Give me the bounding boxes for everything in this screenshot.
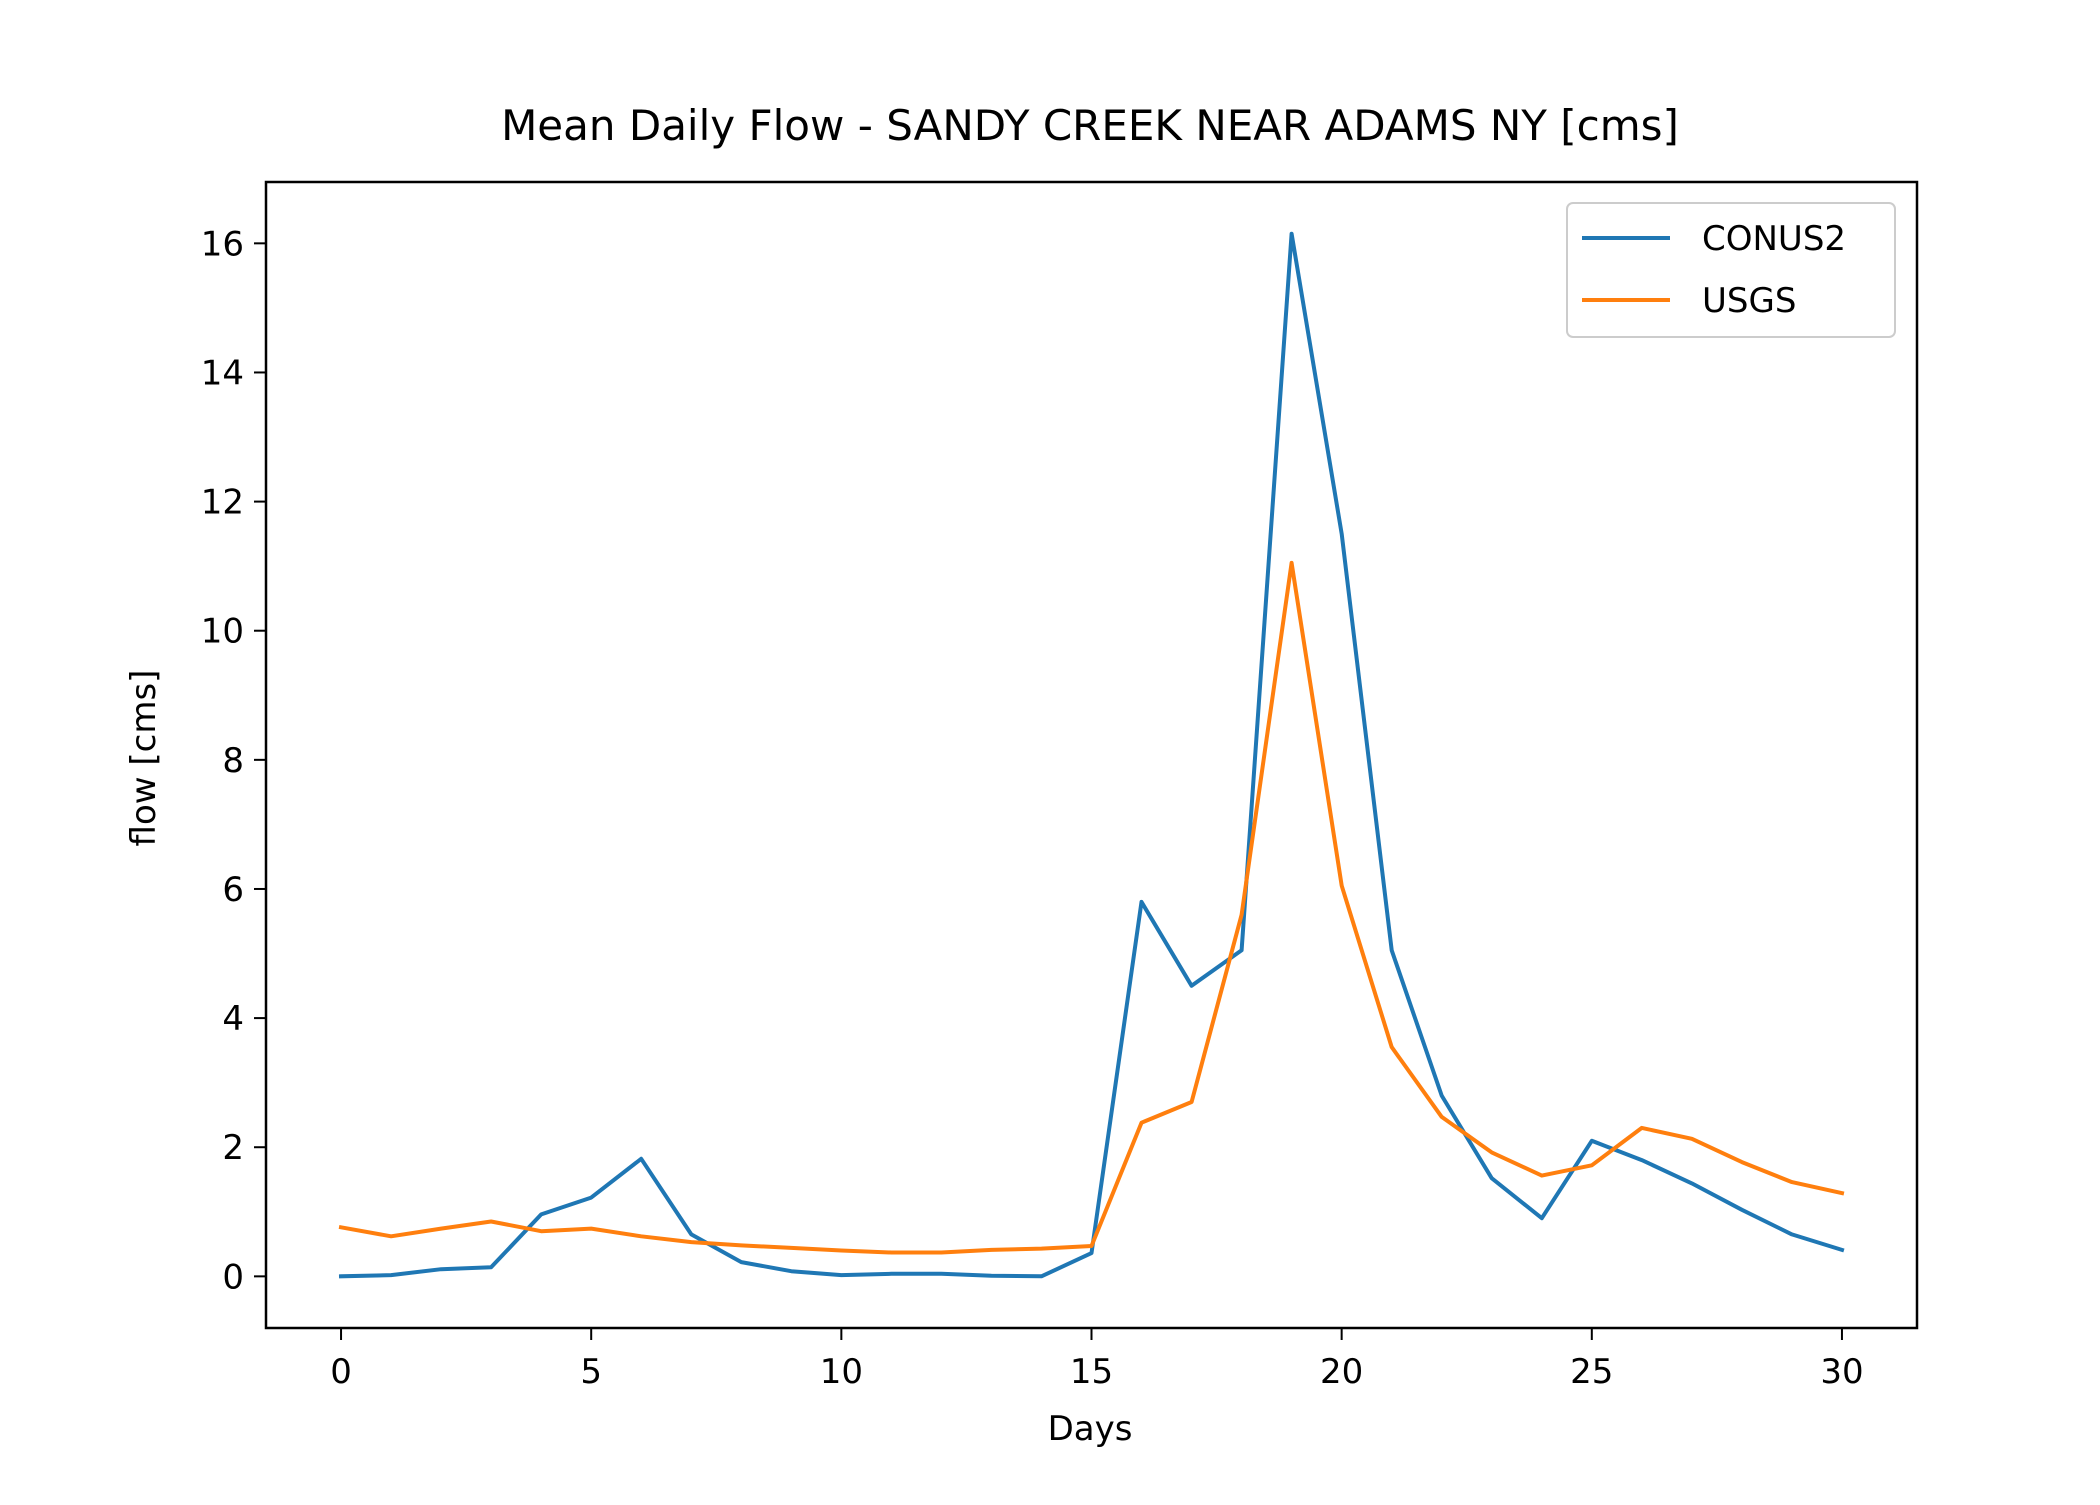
series-line-usgs (338, 560, 1845, 1255)
series-line-conus2 (338, 231, 1845, 1279)
y-tick-label: 6 (222, 870, 244, 910)
y-tick-label: 4 (222, 999, 244, 1039)
x-tick-label: 15 (1070, 1352, 1113, 1392)
x-tick-label: 20 (1320, 1352, 1363, 1392)
x-tick-label: 25 (1570, 1352, 1613, 1392)
x-tick-label: 10 (820, 1352, 863, 1392)
y-tick-label: 0 (222, 1257, 244, 1297)
y-tick-label: 16 (201, 224, 244, 264)
x-tick-label: 5 (580, 1352, 602, 1392)
y-tick-label: 8 (222, 741, 244, 781)
y-tick-label: 2 (222, 1128, 244, 1168)
y-tick-label: 14 (201, 353, 244, 393)
chart-title: Mean Daily Flow - SANDY CREEK NEAR ADAMS… (501, 101, 1679, 150)
y-axis-label: flow [cms] (124, 670, 164, 847)
legend: CONUS2 USGS (1566, 202, 1896, 338)
x-tick-label: 30 (1820, 1352, 1863, 1392)
x-axis-label: Days (1048, 1409, 1133, 1449)
legend-label-usgs: USGS (1702, 281, 1796, 321)
series-lines (338, 231, 1845, 1279)
y-tick-label: 10 (201, 612, 244, 652)
axes: 0 5 10 15 20 25 30 0 2 4 6 8 10 12 14 16 (201, 180, 1919, 1392)
y-tick-label: 12 (201, 483, 244, 523)
legend-label-conus2: CONUS2 (1702, 219, 1846, 259)
x-tick-label: 0 (330, 1352, 352, 1392)
